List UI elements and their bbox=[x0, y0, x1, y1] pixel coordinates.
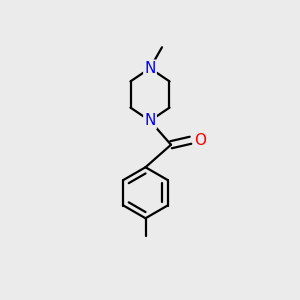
Text: N: N bbox=[144, 113, 156, 128]
Text: N: N bbox=[144, 61, 156, 76]
Text: O: O bbox=[194, 133, 206, 148]
